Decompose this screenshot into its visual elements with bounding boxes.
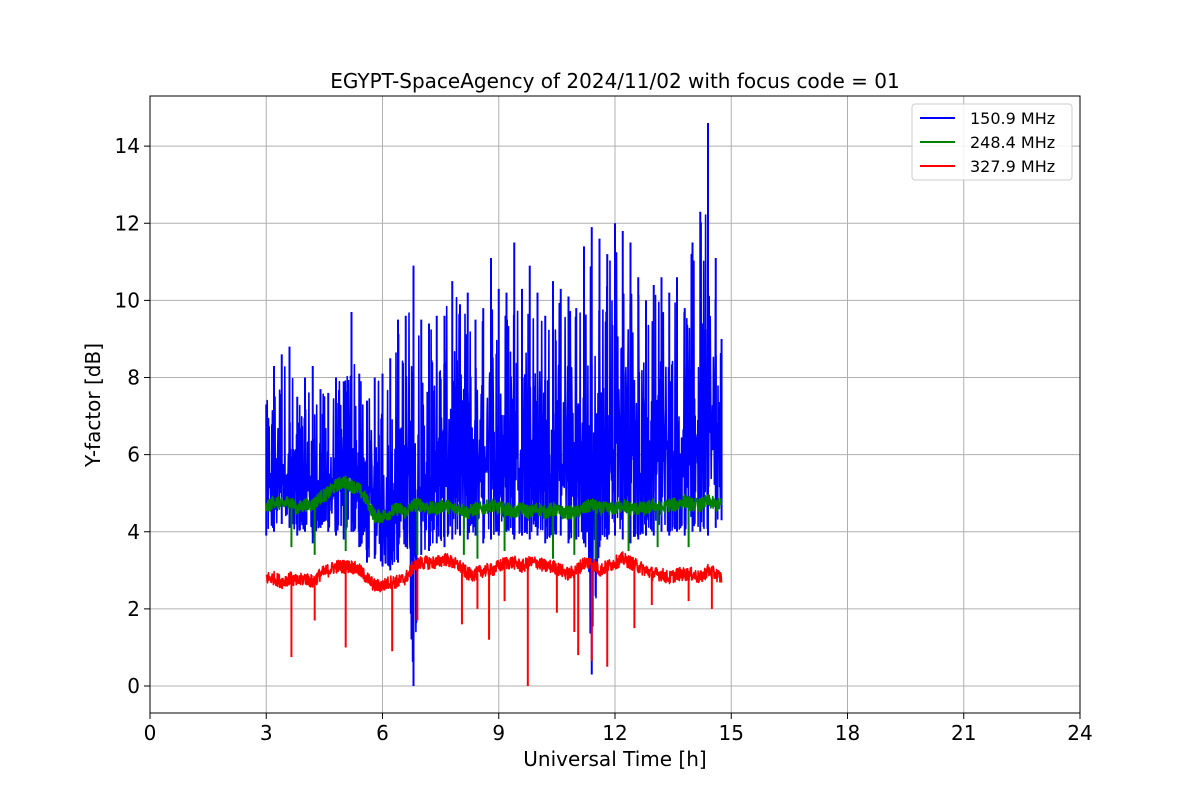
x-tick-label: 9 [492, 721, 505, 745]
x-tick-label: 12 [602, 721, 627, 745]
legend-label: 248.4 MHz [970, 133, 1055, 152]
x-tick-label: 3 [260, 721, 273, 745]
y-tick-label: 8 [127, 366, 140, 390]
legend-label: 327.9 MHz [970, 157, 1055, 176]
series-327-9-mhz [265, 551, 723, 687]
y-tick-label: 14 [115, 134, 140, 158]
legend-frame [911, 103, 1073, 181]
x-tick-label: 6 [376, 721, 389, 745]
y-tick-label: 0 [127, 674, 140, 698]
y-tick-label: 4 [127, 520, 140, 544]
series-line [265, 551, 723, 593]
x-tick-label: 24 [1067, 721, 1092, 745]
legend: 150.9 MHz 248.4 MHz 327.9 MHz [911, 103, 1073, 181]
x-tick-label: 21 [951, 721, 976, 745]
x-tick-label: 18 [835, 721, 860, 745]
series-248-4-mhz [265, 475, 723, 559]
y-tick-label: 2 [127, 597, 140, 621]
x-tick-label: 0 [144, 721, 157, 745]
series-layer [265, 122, 723, 687]
legend-label: 150.9 MHz [970, 109, 1055, 128]
y-tick-label: 12 [115, 211, 140, 235]
y-tick-label: 6 [127, 443, 140, 467]
x-tick-label: 15 [719, 721, 744, 745]
y-axis-title: Y-factor [dB] [81, 343, 105, 468]
series-line [265, 475, 723, 524]
chart-title: EGYPT-SpaceAgency of 2024/11/02 with foc… [330, 69, 899, 93]
y-tick-label: 10 [115, 288, 140, 312]
x-axis-title: Universal Time [h] [523, 747, 706, 771]
series-150-9-mhz [265, 122, 723, 687]
